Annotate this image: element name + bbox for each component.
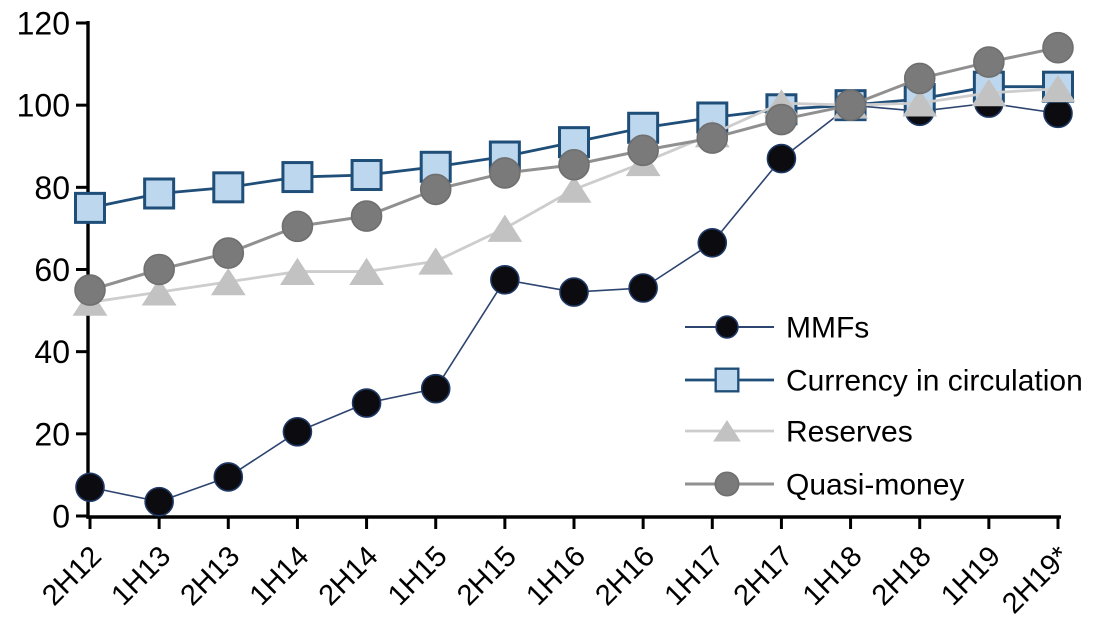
mmfs-marker bbox=[282, 416, 313, 447]
quasi-money-marker bbox=[74, 274, 106, 306]
reserves-marker bbox=[1040, 74, 1076, 103]
currency-in-circulation-marker bbox=[281, 161, 314, 194]
y-tick-labels: 0 20 40 60 80 100 120 bbox=[17, 6, 70, 535]
x-tick-label: 1H18 bbox=[797, 540, 869, 612]
reserves-marker bbox=[713, 420, 741, 442]
legend-item-quasi-money: Quasi-money bbox=[685, 469, 964, 502]
y-tick-label: 40 bbox=[34, 334, 70, 370]
quasi-money-marker bbox=[765, 103, 798, 136]
mmfs-marker bbox=[766, 143, 797, 174]
quasi-money-marker bbox=[834, 89, 867, 121]
quasi-money-marker bbox=[903, 62, 936, 95]
x-tick-label: 2H19* bbox=[996, 540, 1076, 620]
legend: MMFs Currency in circulation Reserves Quasi… bbox=[685, 312, 1083, 502]
x-tick-label: 1H14 bbox=[244, 540, 316, 612]
currency-in-circulation-marker bbox=[350, 159, 383, 192]
x-tick-label: 2H12 bbox=[36, 540, 108, 612]
reserves-marker bbox=[280, 257, 315, 285]
x-tick-label: 2H16 bbox=[589, 540, 661, 612]
x-tick-labels: 2H121H132H131H142H141H152H151H162H161H17… bbox=[36, 540, 1076, 620]
legend-item-label: Currency in circulation bbox=[786, 365, 1083, 398]
currency-in-circulation-marker bbox=[714, 367, 740, 393]
y-tick-label: 60 bbox=[34, 252, 70, 288]
currency-in-circulation-marker bbox=[143, 177, 176, 210]
x-tick-label: 1H15 bbox=[382, 540, 454, 612]
x-tick-label: 2H15 bbox=[451, 540, 523, 612]
reserves-marker bbox=[487, 214, 523, 242]
quasi-money-marker bbox=[281, 210, 314, 243]
y-tick-label: 0 bbox=[52, 499, 70, 535]
x-tick-label: 1H16 bbox=[520, 540, 592, 612]
quasi-money-marker bbox=[489, 157, 521, 189]
reserves-marker bbox=[349, 257, 384, 285]
legend-item-label: Quasi-money bbox=[786, 469, 964, 502]
reserves-marker bbox=[902, 89, 938, 117]
mmfs-marker bbox=[75, 472, 105, 503]
mmfs-marker bbox=[628, 273, 658, 303]
currency-in-circulation-marker bbox=[212, 171, 245, 204]
quasi-money-marker bbox=[696, 122, 729, 154]
quasi-money-marker bbox=[627, 134, 659, 167]
x-tick-label: 2H17 bbox=[728, 540, 800, 612]
legend-item-label: MMFs bbox=[786, 312, 869, 345]
reserves-marker bbox=[971, 79, 1007, 107]
mmfs-marker bbox=[559, 277, 589, 307]
quasi-money-marker bbox=[973, 46, 1005, 78]
mmfs-marker bbox=[1043, 98, 1073, 129]
quasi-money-marker bbox=[419, 173, 452, 206]
series-mmfs bbox=[75, 88, 1073, 517]
series-quasi-money bbox=[74, 31, 1074, 306]
y-tick-label: 20 bbox=[34, 416, 70, 452]
quasi-money-marker bbox=[714, 471, 740, 497]
axes bbox=[76, 21, 1061, 529]
mmfs-marker bbox=[490, 264, 520, 295]
x-tick-label: 2H14 bbox=[313, 540, 385, 612]
quasi-money-marker bbox=[143, 253, 175, 286]
reserves-marker bbox=[210, 267, 246, 296]
x-tick-label: 1H19 bbox=[935, 540, 1007, 612]
reserves-marker bbox=[556, 175, 592, 203]
mmfs-marker bbox=[351, 388, 382, 418]
reserves-marker bbox=[418, 247, 454, 275]
x-tick-label: 1H17 bbox=[659, 540, 731, 612]
currency-in-circulation-marker bbox=[74, 191, 106, 224]
y-tick-label: 100 bbox=[17, 88, 70, 124]
quasi-money-marker bbox=[212, 237, 245, 269]
x-tick-label: 2H18 bbox=[866, 540, 938, 612]
mmfs-marker bbox=[144, 486, 174, 517]
quasi-money-marker bbox=[350, 200, 383, 232]
legend-item-label: Reserves bbox=[786, 416, 913, 449]
quasi-money-marker bbox=[1042, 31, 1074, 64]
mmfs-marker bbox=[420, 373, 451, 404]
mmfs-marker bbox=[213, 462, 244, 492]
y-tick-label: 120 bbox=[17, 6, 70, 42]
mmfs-marker bbox=[697, 227, 728, 258]
mmfs-marker bbox=[715, 315, 739, 339]
legend-item-reserves: Reserves bbox=[685, 416, 913, 449]
legend-item-currency-in-circulation: Currency in circulation bbox=[685, 365, 1083, 398]
x-tick-label: 2H13 bbox=[175, 540, 247, 612]
y-tick-label: 80 bbox=[34, 170, 70, 206]
reserves-marker bbox=[141, 278, 177, 306]
legend-item-mmfs: MMFs bbox=[685, 312, 869, 345]
quasi-money-marker bbox=[558, 148, 590, 181]
x-tick-label: 1H13 bbox=[105, 540, 177, 612]
